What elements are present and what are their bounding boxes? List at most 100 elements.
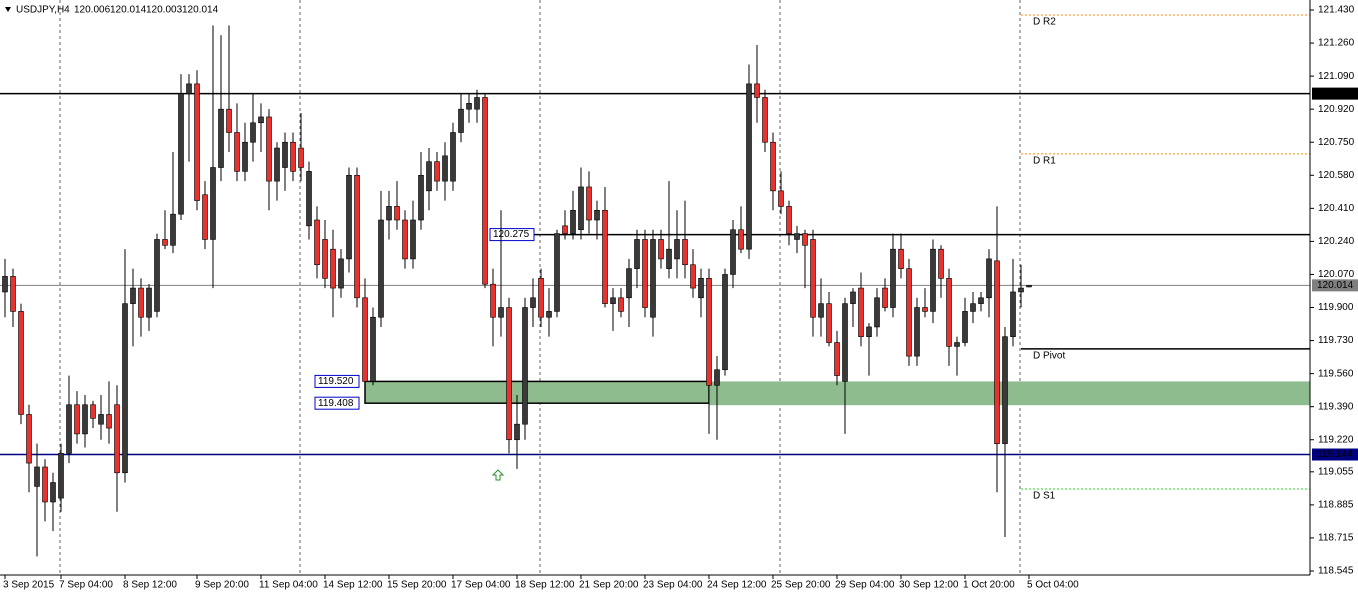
y-tick-label: 120.580 [1318,170,1355,181]
candle-body [338,258,344,289]
y-tick-label: 121.090 [1318,71,1355,82]
y-tick-label: 120.920 [1318,104,1355,115]
x-tick-label: 23 Sep 04:00 [643,580,703,591]
candle-body [378,219,384,318]
candle-body [130,287,136,304]
candle-body [122,303,128,474]
candle-body [442,155,448,182]
candle-body [50,482,56,503]
y-tick-label: 118.545 [1318,566,1354,577]
candle-body [834,342,840,376]
candle-body [450,132,456,182]
candle-body [578,186,584,231]
header-low: 120.003 [146,5,183,16]
candle-body [394,206,400,221]
candle-body [242,141,248,172]
candle-body [202,194,208,240]
candle-body [362,297,368,382]
x-tick-label: 29 Sep 04:00 [835,580,895,591]
candle-body [506,307,512,441]
level-tag: 120.014 [1317,280,1354,291]
x-tick-label: 8 Sep 12:00 [123,580,177,591]
x-tick-label: 25 Sep 20:00 [771,580,831,591]
candle-body [1026,285,1032,288]
y-tick-label: 118.885 [1318,500,1354,511]
y-tick-label: 119.055 [1318,466,1354,477]
y-tick-label: 120.070 [1318,269,1355,280]
candle-body [58,453,64,499]
candle-body [138,287,144,318]
candle-body [650,239,656,318]
candle-body [674,239,680,260]
x-tick-label: 3 Sep 2015 [3,580,55,591]
header-icon [5,7,11,12]
candle-body [994,260,1000,444]
level-tag-box [1312,279,1358,292]
candle-body [586,186,592,221]
candle-body [706,278,712,386]
candle-body [762,97,768,143]
plot-layer: 119.520 119.408 120.275 D R2 D R1 D Pivot D S1 [0,14,1310,557]
candle-body [170,213,176,246]
candle-body [522,307,528,425]
candle-body [970,303,976,312]
candle-body [898,248,904,269]
candle-body [146,287,152,318]
candle-body [842,303,848,382]
candle-body [226,108,232,133]
candle-body [322,239,328,279]
y-tick-label: 118.715 [1318,533,1354,544]
candle-body [546,311,552,318]
candle-body [18,311,24,415]
candle-body [882,287,888,308]
candle-body [770,141,776,192]
chart-title: USDJPY,H4 [16,5,70,16]
candle-body [354,174,360,299]
x-tick-label: 30 Sep 12:00 [899,580,959,591]
candle-body [986,258,992,299]
pivot-label: D R2 [1033,17,1056,28]
zone-tag: 119.408 [318,398,354,409]
x-tick-label: 17 Sep 04:00 [451,580,511,591]
candle-body [666,248,672,269]
zone-tag: 119.520 [318,376,354,387]
header-close: 120.014 [182,5,219,16]
zone-box [364,380,710,404]
candle-body [82,404,88,435]
candle-body [490,283,496,318]
candle-body [658,239,664,260]
candle-body [698,278,704,299]
candle-body [962,311,968,343]
candle-body [106,414,112,429]
candle-body [154,239,160,312]
candle-body [634,239,640,269]
candle-body [890,248,896,308]
candle-body [594,209,600,221]
candle-body [610,297,616,304]
candle-body [618,297,624,312]
x-tick-label: 1 Oct 20:00 [963,580,1015,591]
up-arrow [491,469,505,481]
x-tick-label: 15 Sep 20:00 [387,580,447,591]
candle-body [186,83,192,94]
candle-body [562,225,568,234]
candle-body [626,268,632,299]
level-tag: 119.144 [1317,449,1353,460]
candle-body [386,206,392,221]
y-tick-label: 120.240 [1318,236,1355,247]
candle-body [114,404,120,474]
candle-body [426,161,432,192]
candle-body [850,291,856,304]
candle-body [954,342,960,347]
level-tag-box [1312,87,1358,100]
candle-body [794,233,800,240]
candle-body [810,239,816,318]
pivot-label: D S1 [1033,491,1056,502]
candle-body [290,141,296,172]
candle-body [330,248,336,289]
candle-body [306,171,312,227]
candle-body [514,423,520,441]
x-tick-label: 5 Oct 04:00 [1027,580,1079,591]
candle-body [914,307,920,357]
candle-body [402,219,408,260]
